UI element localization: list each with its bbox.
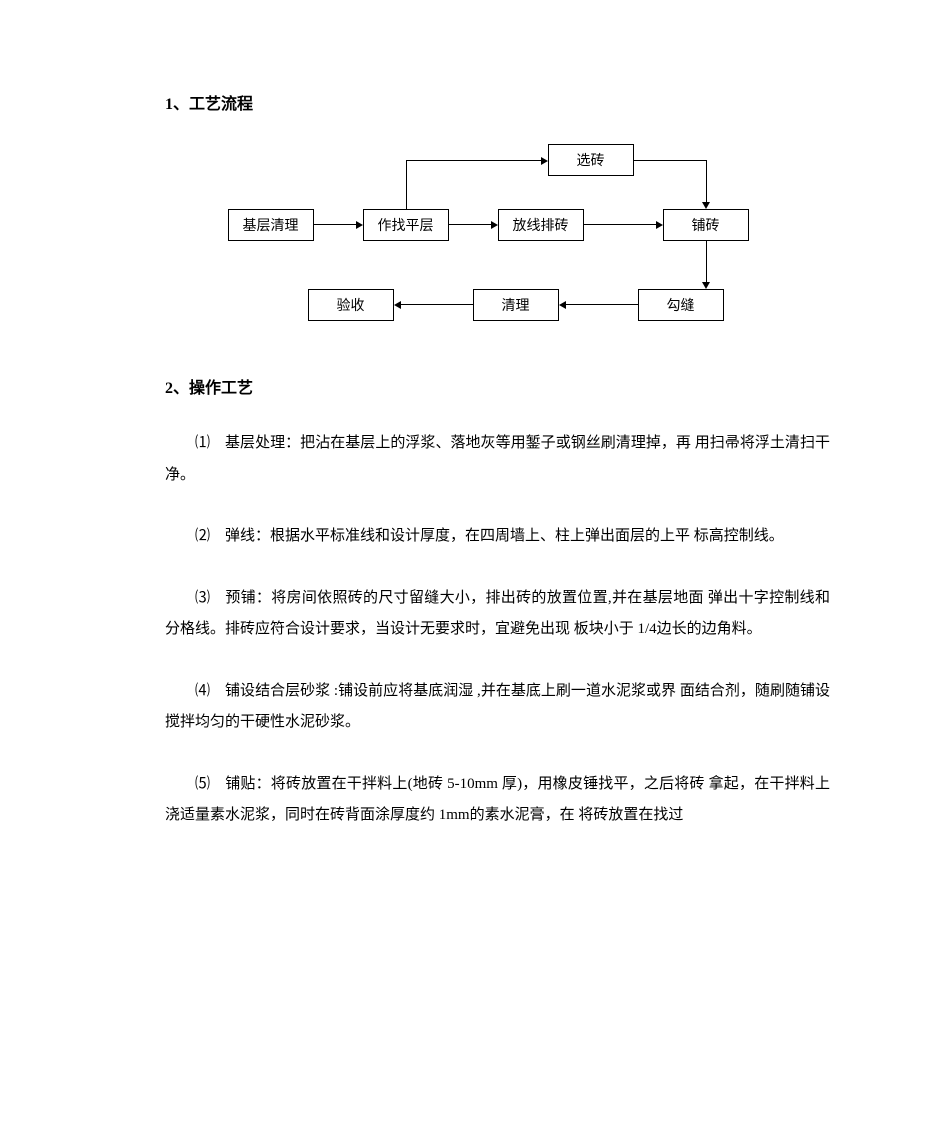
flow-edge [406,160,541,161]
flow-edge [449,224,491,225]
para-number: ⑶ [195,590,210,606]
para-text: 基层处理：把沾在基层上的浮浆、落地灰等用錾子或钢丝刷清理掉，再 用扫帚将浮土清扫… [165,435,830,483]
flowchart: 选砖 基层清理 作找平层 放线排砖 铺砖 验收 清理 勾缝 [218,144,778,324]
paragraph: ⑴基层处理：把沾在基层上的浮浆、落地灰等用錾子或钢丝刷清理掉，再 用扫帚将浮土清… [165,428,830,491]
para-number: ⑸ [195,776,210,792]
arrow-right-icon [491,221,498,229]
arrow-right-icon [656,221,663,229]
flow-edge [706,160,707,202]
para-number: ⑵ [195,528,210,544]
flow-edge [634,160,706,161]
flow-edge [401,304,473,305]
flow-node-level: 作找平层 [363,209,449,241]
paragraph: ⑵ 弹线：根据水平标准线和设计厚度，在四周墙上、柱上弹出面层的上平 标高控制线。 [165,521,830,553]
arrow-down-icon [702,282,710,289]
flow-edge [706,241,707,282]
para-text: 弹线：根据水平标准线和设计厚度，在四周墙上、柱上弹出面层的上平 标高控制线。 [225,528,784,544]
para-text: 预铺：将房间依照砖的尺寸留缝大小，排出砖的放置位置,并在基层地面 弹出十字控制线… [165,590,830,638]
arrow-down-icon [702,202,710,209]
arrow-right-icon [356,221,363,229]
arrow-left-icon [559,301,566,309]
flow-node-base: 基层清理 [228,209,314,241]
paragraph: ⑷铺设结合层砂浆 :铺设前应将基底润湿 ,并在基底上刷一道水泥浆或界 面结合剂，… [165,676,830,739]
flow-node-layout: 放线排砖 [498,209,584,241]
flow-node-inspect: 验收 [308,289,394,321]
flow-edge [314,224,356,225]
paragraph: ⑸铺贴：将砖放置在干拌料上(地砖 5-10mm 厚)，用橡皮锤找平，之后将砖 拿… [165,769,830,832]
flow-node-grout: 勾缝 [638,289,724,321]
arrow-right-icon [541,157,548,165]
flow-node-select: 选砖 [548,144,634,176]
heading-process: 1、工艺流程 [165,90,830,114]
para-text: 铺设结合层砂浆 :铺设前应将基底润湿 ,并在基底上刷一道水泥浆或界 面结合剂，随… [165,683,830,731]
paragraph: ⑶预铺：将房间依照砖的尺寸留缝大小，排出砖的放置位置,并在基层地面 弹出十字控制… [165,583,830,646]
flow-node-clean: 清理 [473,289,559,321]
heading-operation: 2、操作工艺 [165,374,830,398]
para-text: 铺贴：将砖放置在干拌料上(地砖 5-10mm 厚)，用橡皮锤找平，之后将砖 拿起… [165,776,830,824]
flow-edge [566,304,638,305]
para-number: ⑴ [195,435,210,451]
flow-edge [406,160,407,209]
para-number: ⑷ [195,683,210,699]
arrow-left-icon [394,301,401,309]
flow-node-lay: 铺砖 [663,209,749,241]
flow-edge [584,224,656,225]
